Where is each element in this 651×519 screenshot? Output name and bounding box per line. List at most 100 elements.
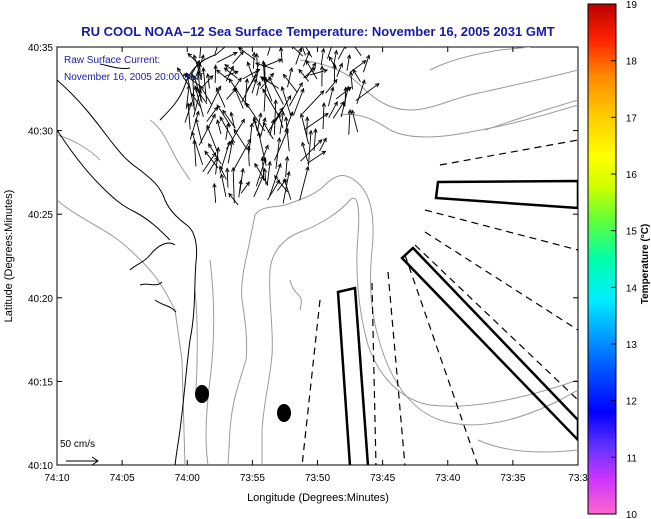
current-vector	[328, 101, 338, 119]
radial-dashed-lines	[301, 139, 578, 465]
current-vector-head	[361, 60, 367, 65]
current-vector-head	[287, 95, 292, 100]
current-vector	[193, 76, 203, 103]
current-vector-head	[333, 101, 338, 106]
current-vector	[305, 47, 313, 58]
current-vector-head	[212, 182, 217, 188]
current-vector-head	[238, 179, 243, 185]
x-tick-label: 73:55	[240, 473, 265, 484]
current-vector	[216, 120, 222, 135]
current-vector-head	[225, 167, 230, 173]
current-vector	[247, 61, 254, 78]
current-vector	[220, 174, 227, 197]
current-vector-head	[249, 122, 254, 128]
current-vector-head	[279, 47, 284, 52]
current-vector-head	[322, 137, 327, 143]
current-vector	[269, 119, 275, 136]
current-vector-head	[237, 47, 243, 52]
current-vector	[274, 175, 288, 193]
current-vector	[184, 102, 192, 123]
current-vector-head	[196, 71, 201, 77]
current-vector	[206, 106, 218, 122]
current-vector	[295, 47, 302, 65]
current-vector-head	[233, 128, 238, 134]
current-vector	[248, 123, 253, 154]
current-vector	[267, 107, 284, 133]
current-vector	[280, 47, 283, 63]
current-vector	[340, 86, 349, 118]
current-vector-head	[237, 77, 242, 83]
current-vector-head	[346, 53, 352, 59]
current-vector-head	[298, 81, 303, 87]
current-vector	[206, 125, 219, 154]
colorbar-gradient	[587, 3, 617, 515]
current-vector-head	[253, 77, 258, 83]
x-tick-label: 74:05	[110, 473, 135, 484]
current-vector-head	[229, 65, 234, 71]
current-vector-head	[298, 68, 303, 74]
current-vector-head	[270, 118, 276, 124]
current-vector-head	[282, 178, 287, 184]
current-vector	[225, 123, 229, 140]
current-vector-head	[350, 40, 354, 44]
map-area: Raw Surface Current: November 16, 2005 2…	[56, 40, 579, 466]
current-vector	[193, 140, 197, 167]
current-vector	[207, 156, 219, 175]
current-vector-head	[244, 77, 250, 83]
x-tick-label: 73:3	[568, 473, 588, 484]
current-vector	[354, 47, 362, 57]
current-vector	[202, 152, 217, 173]
current-vector-head	[273, 99, 278, 105]
station-marker	[277, 404, 291, 422]
current-vector	[306, 117, 308, 137]
current-vector	[199, 47, 202, 59]
current-vector-head	[279, 107, 284, 112]
current-vector-head	[229, 111, 234, 117]
current-vector-head	[254, 162, 259, 168]
current-vector	[344, 87, 347, 107]
current-vector	[285, 117, 290, 152]
current-vector	[363, 55, 370, 73]
current-vector	[333, 50, 338, 66]
current-vector	[215, 87, 226, 108]
current-vector-head	[330, 86, 335, 92]
current-vector-head	[251, 51, 257, 57]
current-vector	[274, 128, 289, 161]
y-axis-ticks: 40:35 40:30 40:25 40:20 40:15 40:10	[28, 43, 578, 472]
current-vector	[196, 54, 205, 74]
current-vector	[308, 130, 312, 166]
current-vector-head	[187, 52, 192, 58]
current-vector-head	[284, 155, 290, 161]
current-vector	[219, 141, 231, 174]
current-vector	[300, 113, 310, 145]
current-vector	[293, 88, 305, 116]
current-vector	[267, 47, 271, 56]
colorbar-tick-label: 10	[626, 510, 638, 519]
current-vector	[264, 58, 282, 67]
current-vector	[232, 51, 244, 64]
current-vector	[225, 119, 245, 150]
current-vector-head	[255, 62, 261, 67]
colorbar-tick-label: 12	[626, 397, 638, 408]
current-vector-head	[197, 62, 202, 68]
current-vector-head	[311, 67, 316, 72]
current-vector-head	[193, 85, 199, 91]
current-vector	[194, 85, 204, 117]
current-vector	[327, 47, 332, 59]
x-tick-label: 73:45	[370, 473, 395, 484]
current-vector	[240, 181, 250, 194]
current-vector-head	[245, 102, 250, 108]
current-vector-head	[284, 128, 289, 134]
current-vector-head	[361, 79, 366, 85]
current-vector-head	[319, 90, 325, 95]
current-vector-head	[280, 110, 285, 116]
current-vector	[288, 82, 303, 107]
current-vector-head	[245, 181, 250, 187]
current-vector-head	[280, 85, 285, 91]
current-vector-head	[352, 68, 357, 74]
current-vector	[269, 163, 282, 197]
colorbar-tick-label: 19	[626, 0, 638, 11]
current-vector-head	[262, 157, 267, 163]
current-vector	[281, 86, 292, 117]
y-axis-label: Latitude (Degrees:Minutes)	[3, 190, 15, 323]
